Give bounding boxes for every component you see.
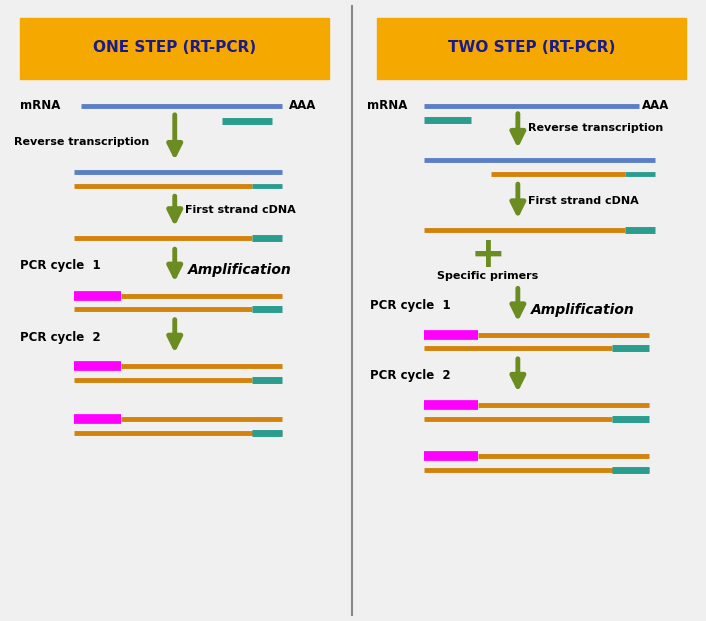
Text: AAA: AAA xyxy=(289,99,316,112)
Text: PCR cycle  1: PCR cycle 1 xyxy=(371,299,451,312)
Text: ONE STEP (RT-PCR): ONE STEP (RT-PCR) xyxy=(93,40,256,55)
Text: Reverse transcription: Reverse transcription xyxy=(14,137,149,147)
Text: Amplification: Amplification xyxy=(188,263,292,277)
Text: +: + xyxy=(470,233,505,276)
Text: mRNA: mRNA xyxy=(367,99,407,112)
Text: Amplification: Amplification xyxy=(532,303,635,317)
Text: TWO STEP (RT-PCR): TWO STEP (RT-PCR) xyxy=(448,40,615,55)
Text: First strand cDNA: First strand cDNA xyxy=(185,205,296,215)
Bar xyxy=(20,19,329,79)
Text: PCR cycle  2: PCR cycle 2 xyxy=(371,369,451,382)
Text: PCR cycle  2: PCR cycle 2 xyxy=(20,331,101,344)
Text: First strand cDNA: First strand cDNA xyxy=(528,196,639,206)
Text: mRNA: mRNA xyxy=(20,99,61,112)
Text: PCR cycle  1: PCR cycle 1 xyxy=(20,259,101,272)
Text: Reverse transcription: Reverse transcription xyxy=(528,123,663,133)
Bar xyxy=(377,19,686,79)
Text: Specific primers: Specific primers xyxy=(437,271,538,281)
Text: AAA: AAA xyxy=(642,99,669,112)
